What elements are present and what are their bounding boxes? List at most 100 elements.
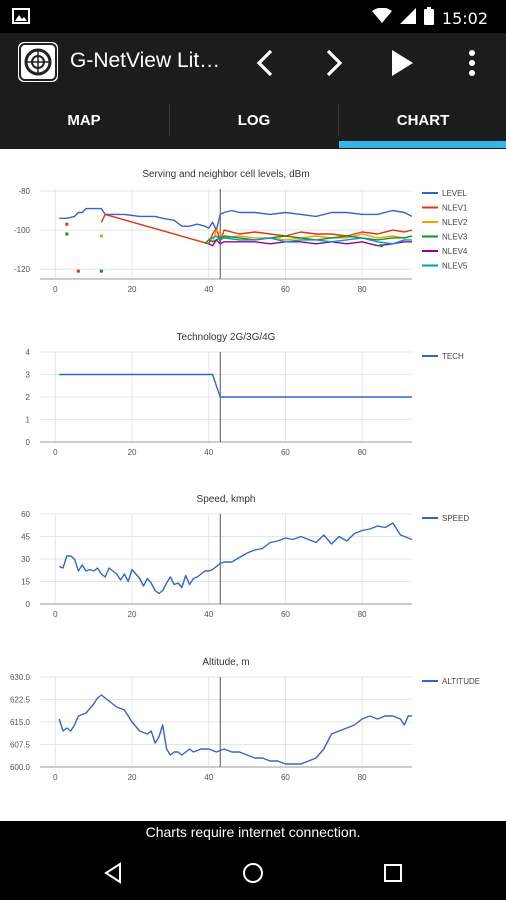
series-line-level [59, 207, 413, 231]
x-tick-label: 60 [281, 448, 290, 457]
x-tick-label: 20 [128, 610, 137, 619]
toast-message: Charts require internet connection. [0, 821, 506, 843]
x-tick-label: 40 [204, 773, 213, 782]
legend-label-altitude: ALTITUDE [442, 677, 480, 686]
x-tick-label: 40 [204, 285, 213, 294]
play-icon [392, 50, 413, 76]
data-point [65, 222, 69, 226]
x-tick-label: 80 [358, 773, 367, 782]
x-tick-label: 80 [358, 285, 367, 294]
y-tick-label: 2 [26, 393, 31, 402]
app-bar: G-NetView Lit… [0, 33, 506, 91]
chart-cell-levels: Serving and neighbor cell levels, dBm 0 20… [0, 161, 506, 311]
y-tick-label: -80 [18, 187, 30, 196]
legend-label-speed: SPEED [442, 514, 469, 523]
legend-label-nlev3: NLEV3 [442, 233, 468, 242]
chart-speed: Speed, kmph 0 20 40 60 80 60 45 30 15 0 SPEED [0, 486, 506, 636]
legend-label-level: LEVEL [442, 189, 467, 198]
status-bar: 15:02 [0, 0, 506, 33]
chevron-left-icon [256, 49, 273, 77]
overflow-menu-icon [469, 50, 475, 76]
recents-icon [384, 864, 402, 882]
y-tick-label: 615.0 [10, 718, 31, 727]
y-tick-label: 630.0 [10, 673, 31, 682]
series-line-nlev2 [208, 229, 413, 243]
y-tick-label: 45 [21, 533, 30, 542]
chart-title: Technology 2G/3G/4G [177, 332, 276, 343]
x-tick-label: 80 [358, 448, 367, 457]
x-tick-label: 60 [281, 285, 290, 294]
series-line-altitude [58, 694, 412, 765]
chart-title: Altitude, m [202, 657, 249, 668]
x-tick-label: 80 [358, 610, 367, 619]
chart-speed-svg: Speed, kmph 0 20 40 60 80 60 45 30 15 0 SPEED [21, 494, 469, 619]
chart-altitude-svg: Altitude, m 0 20 40 60 80 630.0 622.5 615.0 607.5… [10, 657, 480, 782]
overflow-menu-button[interactable] [450, 41, 494, 85]
legend-label-nlev1: NLEV1 [442, 204, 468, 213]
home-button[interactable] [233, 853, 273, 893]
y-tick-label: -120 [14, 265, 31, 274]
data-point [99, 234, 103, 238]
wifi-icon [371, 7, 392, 29]
tab-chart[interactable]: CHART [396, 111, 450, 129]
tab-divider [169, 104, 170, 136]
y-tick-label: 1 [26, 416, 31, 425]
legend-label-tech: TECH [442, 352, 464, 361]
data-point [76, 269, 80, 273]
x-tick-label: 20 [128, 448, 137, 457]
tab-divider [338, 104, 339, 136]
x-tick-label: 40 [204, 610, 213, 619]
legend-label-nlev4: NLEV4 [442, 247, 468, 256]
y-tick-label: -100 [14, 226, 31, 235]
series-line-nlev5 [208, 235, 412, 245]
tab-bar: MAP LOG CHART [0, 91, 506, 149]
back-button[interactable] [93, 853, 133, 893]
status-time: 15:02 [441, 9, 488, 28]
tab-log[interactable]: LOG [237, 111, 271, 129]
y-tick-label: 3 [26, 371, 31, 380]
y-tick-label: 0 [26, 438, 31, 447]
previous-button[interactable] [243, 41, 287, 85]
y-tick-label: 15 [21, 578, 30, 587]
x-tick-label: 20 [128, 773, 137, 782]
play-button[interactable] [380, 41, 424, 85]
tab-selected-indicator [339, 141, 506, 148]
x-tick-label: 0 [53, 773, 58, 782]
chart-area: Serving and neighbor cell levels, dBm 0 20… [0, 149, 506, 821]
tab-map[interactable]: MAP [67, 111, 101, 129]
y-tick-label: 622.5 [10, 696, 31, 705]
x-tick-label: 40 [204, 448, 213, 457]
app-logo-icon [18, 42, 58, 82]
chart-title: Speed, kmph [197, 494, 256, 505]
next-button[interactable] [312, 41, 356, 85]
signal-icon [399, 8, 416, 29]
y-tick-label: 4 [26, 348, 31, 357]
home-icon [243, 863, 263, 883]
gallery-icon [12, 8, 30, 29]
chart-title: Serving and neighbor cell levels, dBm [142, 169, 309, 180]
chart-cell-levels-svg: Serving and neighbor cell levels, dBm 0 20… [14, 169, 468, 294]
x-tick-label: 20 [128, 285, 137, 294]
x-tick-label: 0 [53, 285, 58, 294]
series-line-speed [58, 522, 413, 595]
legend-label-nlev5: NLEV5 [442, 262, 468, 271]
data-point [65, 232, 69, 236]
y-tick-label: 30 [21, 555, 30, 564]
series-line-nlev1 [100, 213, 413, 245]
x-tick-label: 60 [281, 773, 290, 782]
y-tick-label: 607.5 [10, 741, 31, 750]
chart-technology: Technology 2G/3G/4G 0 20 40 60 80 4 3 2 1 0 TECH [0, 324, 506, 474]
data-point [99, 269, 103, 273]
chart-altitude: Altitude, m 0 20 40 60 80 630.0 622.5 615.0 607.5… [0, 649, 506, 799]
legend-label-nlev2: NLEV2 [442, 218, 468, 227]
y-tick-label: 60 [21, 510, 30, 519]
x-tick-label: 0 [53, 448, 58, 457]
battery-icon [423, 7, 434, 30]
app-title: G-NetView Lit… [70, 49, 221, 72]
data-point [379, 244, 383, 248]
y-tick-label: 600.0 [10, 763, 31, 772]
recents-button[interactable] [373, 853, 413, 893]
back-icon [104, 862, 121, 884]
x-tick-label: 0 [53, 610, 58, 619]
chevron-right-icon [326, 49, 343, 77]
